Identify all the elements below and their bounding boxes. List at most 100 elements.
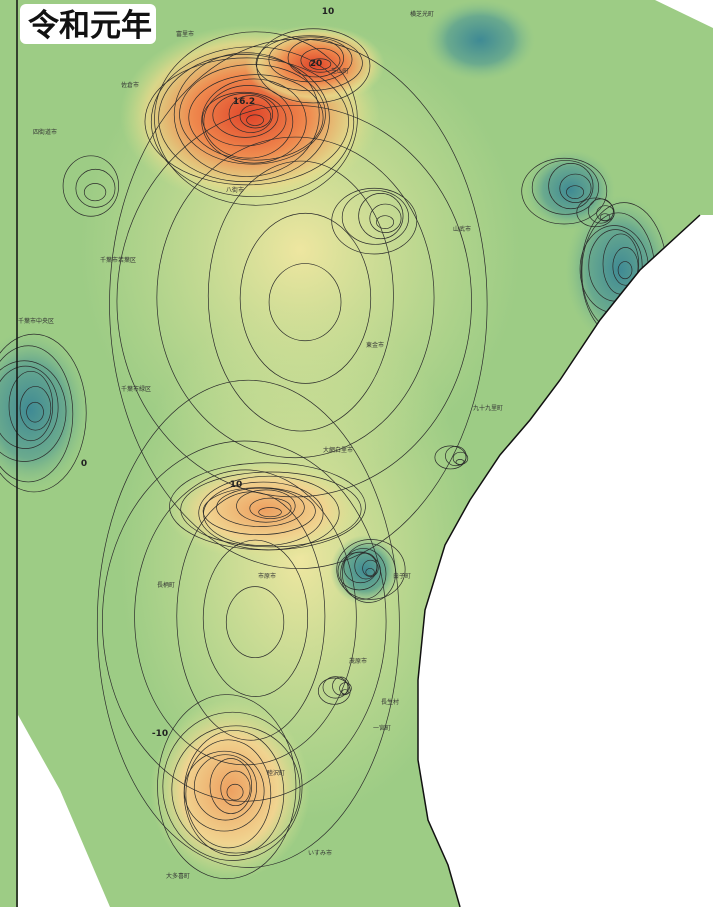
contour <box>102 440 387 802</box>
contour <box>365 568 375 577</box>
contour <box>109 38 488 570</box>
contour <box>317 677 351 705</box>
contour <box>548 163 594 210</box>
place-label: 横芝光町 <box>410 10 434 18</box>
contour <box>287 38 344 78</box>
place-label: 千葉市中央区 <box>18 317 54 325</box>
contour <box>531 160 600 215</box>
contour <box>169 462 366 551</box>
contour <box>617 261 633 280</box>
contour <box>220 770 251 807</box>
place-label: 芝山町 <box>331 67 349 75</box>
contour <box>156 136 435 459</box>
color-field <box>0 0 675 880</box>
place-label: 一宮町 <box>373 724 391 732</box>
contour <box>180 471 362 548</box>
contour <box>8 370 54 442</box>
contour <box>185 739 272 849</box>
contour <box>173 52 320 177</box>
contour <box>183 730 285 856</box>
contour <box>559 173 592 203</box>
contour <box>341 190 410 245</box>
place-label: 四街道市 <box>33 128 57 136</box>
contour <box>362 559 379 577</box>
contour <box>228 95 274 133</box>
coastline <box>417 214 701 907</box>
contour <box>341 543 396 603</box>
contour <box>226 783 244 801</box>
contour <box>171 725 301 854</box>
contour <box>256 28 371 104</box>
place-label: 睦沢町 <box>267 769 285 777</box>
contour <box>258 507 282 518</box>
contour <box>268 263 342 342</box>
contour <box>19 386 52 431</box>
contour <box>202 487 316 535</box>
outside-area <box>18 715 110 907</box>
contour <box>154 31 358 206</box>
contour-label: -10 <box>152 729 168 739</box>
contour <box>201 78 307 164</box>
place-label: 茂原市 <box>349 657 367 665</box>
contour <box>308 58 332 70</box>
contour <box>268 36 353 83</box>
contour <box>209 758 253 814</box>
place-label: 佐倉市 <box>121 81 139 89</box>
place-label: 山武市 <box>453 225 471 233</box>
contour <box>176 491 326 741</box>
contour <box>202 539 309 697</box>
contour-label: 0 <box>81 459 87 469</box>
place-label: 東金市 <box>366 341 384 349</box>
contour-lines <box>0 28 668 880</box>
contour <box>188 74 324 161</box>
title: 令和元年 <box>28 8 152 44</box>
place-label: 千葉市緑区 <box>121 385 151 393</box>
contour <box>612 247 639 286</box>
place-label: 大多喜町 <box>166 872 190 880</box>
contour <box>340 548 387 600</box>
contour-label: 20 <box>310 59 323 69</box>
contour <box>0 345 74 483</box>
contour <box>83 183 107 202</box>
contour <box>376 215 395 229</box>
contour <box>116 104 472 498</box>
place-label: 長生村 <box>381 698 399 706</box>
contour <box>249 497 292 519</box>
contour <box>26 401 44 423</box>
contour-label: 16.2 <box>233 97 255 107</box>
contour <box>216 487 305 527</box>
contour <box>255 35 363 91</box>
contour <box>225 586 285 659</box>
place-label: 白子町 <box>393 572 411 580</box>
contour <box>239 104 272 129</box>
contour <box>0 333 87 493</box>
contour <box>202 91 287 147</box>
contour-label: 10 <box>322 7 335 17</box>
place-label: 千葉市若葉区 <box>100 256 136 264</box>
contour <box>587 198 614 224</box>
contour <box>566 185 585 199</box>
contour <box>179 64 326 165</box>
contour <box>239 212 372 384</box>
contour <box>369 203 402 233</box>
sea <box>418 215 713 907</box>
contour <box>434 445 467 470</box>
contour <box>358 193 404 240</box>
contour <box>157 694 297 880</box>
contour <box>322 676 349 699</box>
contour <box>62 155 119 217</box>
contour <box>0 365 59 449</box>
contour <box>193 754 257 821</box>
place-label: いすみ市 <box>308 849 332 857</box>
contour <box>203 481 324 546</box>
contour <box>158 54 330 182</box>
sea <box>655 0 713 28</box>
contour <box>521 157 608 225</box>
place-label: 八街市 <box>226 186 244 194</box>
contour <box>236 489 296 523</box>
place-label: 長柄町 <box>157 581 175 589</box>
title-box <box>20 4 156 44</box>
contour <box>576 197 615 228</box>
